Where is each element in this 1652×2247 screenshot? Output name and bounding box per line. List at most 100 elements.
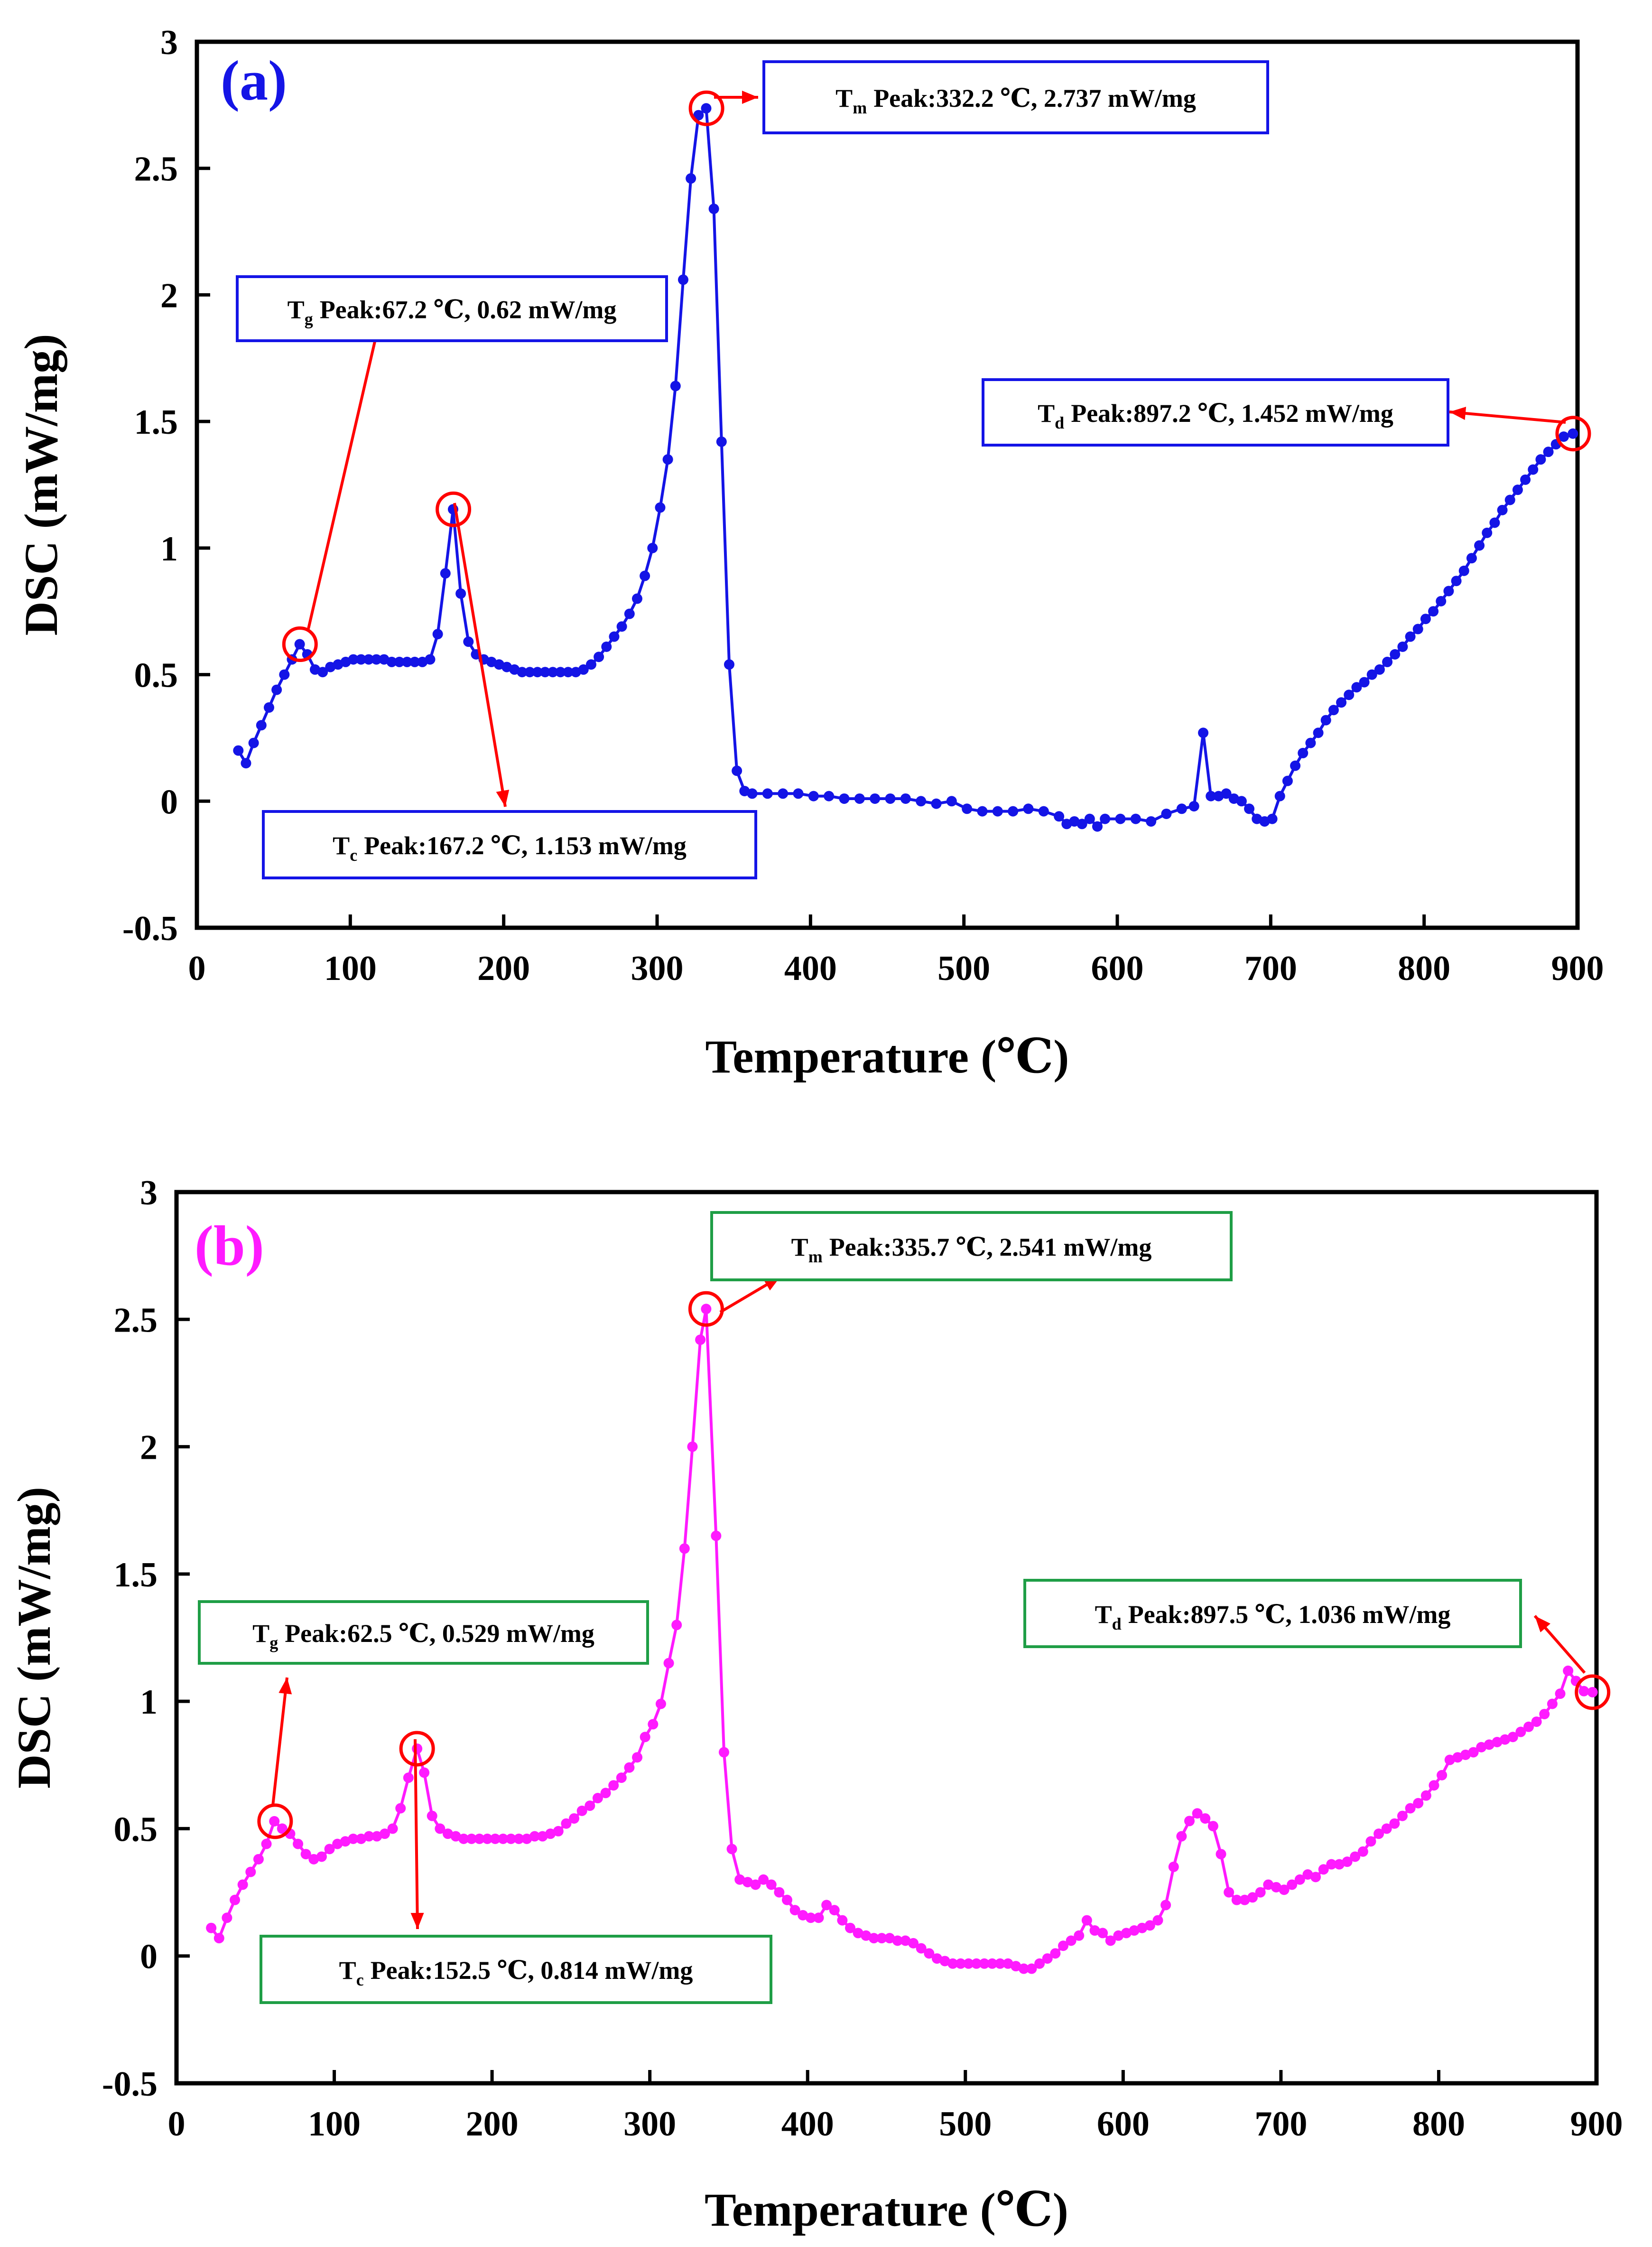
data-point (592, 1793, 603, 1804)
data-point (758, 1874, 769, 1885)
data-point (432, 629, 443, 640)
data-point (861, 1930, 872, 1941)
data-point (679, 1543, 690, 1554)
data-point (324, 1844, 335, 1855)
data-point (824, 791, 835, 802)
data-point (425, 654, 436, 665)
tm-label-text: Tm Peak:335.7 ℃, 2.541 mW/mg (791, 1233, 1152, 1266)
data-point (624, 608, 635, 619)
data-point (662, 454, 673, 465)
x-tick-label: 900 (1551, 949, 1604, 988)
data-point (1428, 606, 1439, 617)
data-point (1578, 1686, 1589, 1697)
data-point (931, 798, 942, 809)
y-tick-label: 3 (140, 1174, 158, 1212)
series-line-1 (237, 107, 1574, 828)
data-point (1097, 1928, 1108, 1939)
data-point (845, 1922, 856, 1933)
data-point (348, 1833, 359, 1844)
data-point (695, 1334, 706, 1345)
data-point (269, 1816, 280, 1827)
tg-symbol: T (252, 1619, 269, 1648)
data-point (1207, 1821, 1218, 1832)
data-point (213, 1933, 224, 1944)
data-point (1405, 631, 1416, 642)
data-point (1152, 1915, 1163, 1926)
data-point (813, 1912, 824, 1923)
data-point (371, 1831, 382, 1842)
data-point (931, 1953, 942, 1964)
data-point (924, 1948, 935, 1959)
data-point (450, 1831, 461, 1842)
data-point (839, 793, 850, 804)
data-point (1413, 1798, 1424, 1809)
data-point (1121, 1928, 1132, 1939)
tc-peak-marker (399, 1731, 435, 1767)
data-point (241, 758, 251, 769)
data-point (718, 1747, 729, 1758)
data-point (648, 1719, 659, 1730)
tm-subscript: m (853, 98, 867, 117)
td-arrow-line (1449, 410, 1566, 424)
data-point (1344, 690, 1355, 700)
data-point (853, 1928, 863, 1939)
tc-symbol: T (339, 1956, 356, 1985)
data-point (716, 436, 727, 447)
x-tick-label: 100 (308, 2105, 361, 2144)
data-point (632, 1752, 643, 1763)
tm-label-box (710, 1211, 1233, 1281)
x-tick-label: 200 (466, 2105, 519, 2144)
data-point (1568, 428, 1578, 439)
data-point (1129, 1925, 1140, 1936)
data-point (261, 1838, 272, 1849)
data-point (594, 652, 604, 662)
data-point (678, 274, 688, 285)
data-point (316, 1851, 327, 1862)
data-point (1515, 1726, 1526, 1737)
data-point (1366, 669, 1377, 680)
tc-peak-marker (436, 491, 472, 527)
data-point (693, 110, 704, 121)
data-point (379, 1828, 390, 1839)
data-point (1326, 1859, 1337, 1870)
x-tick-label: 500 (937, 949, 990, 988)
data-point (701, 1304, 712, 1315)
plot-frame (195, 39, 1580, 930)
tm-arrow-head (742, 91, 758, 104)
data-point (1531, 1716, 1542, 1727)
data-point (1357, 1846, 1368, 1857)
data-point (1412, 624, 1423, 634)
data-point (578, 664, 589, 675)
tg-peak-value: Peak:67.2 ℃, 0.62 mW/mg (320, 296, 617, 324)
x-axis-title: Temperature (℃) (705, 1030, 1069, 1083)
data-point (892, 1935, 903, 1946)
data-point (837, 1915, 848, 1926)
data-point (977, 806, 988, 817)
panel-label: (b) (195, 1214, 264, 1277)
data-point (458, 1833, 469, 1844)
annotation-tg: Tg Peak:67.2 ℃, 0.62 mW/mg (236, 275, 668, 662)
td-peak-value: Peak:897.2 ℃, 1.452 mW/mg (1071, 399, 1393, 428)
data-point (1200, 1813, 1211, 1824)
data-point (245, 1866, 256, 1877)
data-point (355, 654, 366, 665)
tc-arrow-head (410, 1912, 424, 1929)
data-point (340, 1836, 351, 1847)
data-point (1188, 801, 1199, 811)
data-point (1255, 1887, 1266, 1898)
data-point (701, 103, 712, 114)
data-point (616, 621, 627, 632)
data-point (248, 737, 259, 748)
data-point (854, 793, 865, 804)
data-point (640, 570, 650, 581)
data-point (781, 1894, 792, 1905)
data-point (524, 667, 535, 678)
data-point (1476, 1742, 1487, 1753)
data-point (808, 791, 819, 802)
data-point (1328, 705, 1339, 716)
data-point (1587, 1687, 1598, 1697)
data-point (601, 641, 612, 652)
data-point (624, 1762, 635, 1773)
data-point (671, 1620, 682, 1631)
data-point (1239, 1894, 1250, 1905)
